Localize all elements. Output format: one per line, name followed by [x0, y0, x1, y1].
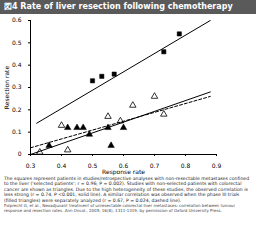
- svg-text:0.8: 0.8: [181, 162, 191, 169]
- svg-text:Response rate: Response rate: [102, 168, 145, 176]
- svg-text:0.5: 0.5: [12, 39, 22, 46]
- svg-text:0.4: 0.4: [12, 61, 22, 68]
- svg-text:0.1: 0.1: [12, 128, 22, 135]
- svg-text:0.9: 0.9: [212, 162, 222, 169]
- svg-text:0.4: 0.4: [57, 162, 67, 169]
- svg-text:0.6: 0.6: [118, 161, 129, 169]
- svg-text:0.5: 0.5: [88, 162, 98, 169]
- html-text:Folprecht G, et al., Neoadjuva: Folprecht G, et al., Neoadjuvant treatme…: [4, 203, 235, 213]
- svg-text:0.2: 0.2: [12, 106, 22, 113]
- html-text:The squares represent patients: The squares represent patients in studie…: [4, 176, 250, 203]
- svg-text:0.3: 0.3: [26, 162, 36, 169]
- svg-text:0.3: 0.3: [12, 83, 22, 90]
- svg-text:0.7: 0.7: [150, 162, 160, 169]
- svg-text:Resection rate: Resection rate: [3, 66, 10, 110]
- svg-text:0.6: 0.6: [12, 16, 22, 23]
- svg-text:0: 0: [18, 150, 22, 157]
- html-text:図4 Rate of liver resection fol: 図4 Rate of liver resection following che…: [4, 2, 233, 11]
